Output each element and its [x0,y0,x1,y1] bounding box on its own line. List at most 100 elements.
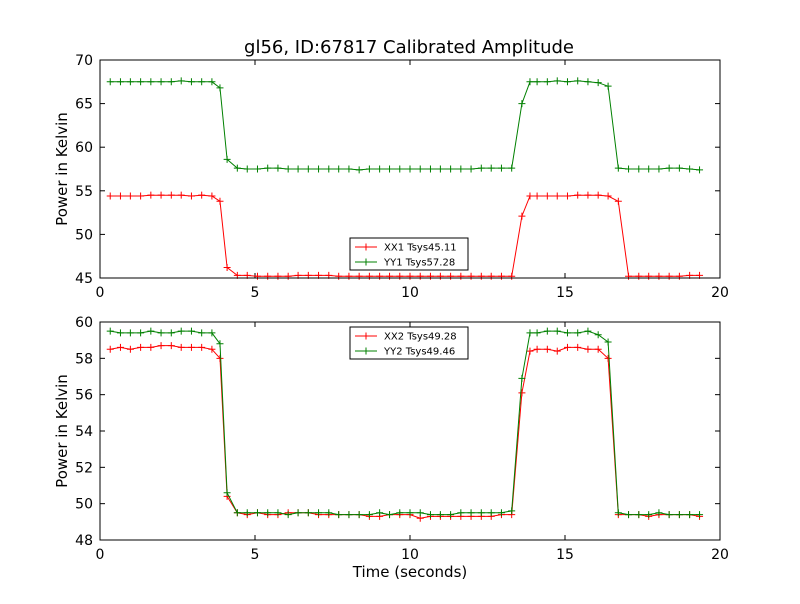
data-point [594,191,602,199]
data-point [157,329,165,337]
data-point [264,509,272,517]
data-point [147,327,155,335]
data-point [533,192,541,200]
data-point [355,511,363,519]
data-point [167,329,175,337]
data-point [126,345,134,353]
data-point [533,345,541,353]
legend: XX2 Tsys49.28 YY2 Tsys49.46 [349,326,469,360]
data-point [518,100,526,108]
data-point [467,272,475,280]
data-point [457,272,465,280]
data-point [594,331,602,339]
legend-label: XX1 Tsys45.11 [384,243,457,254]
data-point [584,345,592,353]
data-point [147,191,155,199]
data-point [274,272,282,280]
data-point [106,327,114,335]
data-point [147,343,155,351]
data-point [625,511,633,519]
data-point [696,166,704,174]
x-axis-label: Time (seconds) [352,563,468,581]
y-tick-label: 45 [75,271,93,287]
data-point [416,272,424,280]
data-point [177,327,185,335]
data-point [106,78,114,86]
plot-panel-1: 0 5 10 15 20 45 50 55 60 65 70 Power in Kelvin XX1 T… [53,53,729,301]
data-point [167,191,175,199]
data-point [497,272,505,280]
data-point [604,192,612,200]
data-point [216,197,224,205]
data-point [106,192,114,200]
data-point [223,489,231,497]
data-point [386,165,394,173]
data-point [686,165,694,173]
data-point [508,507,516,515]
y-tick-label: 54 [75,424,93,440]
data-point [574,343,582,351]
data-point [518,212,526,220]
data-point [335,165,343,173]
data-point [526,192,534,200]
legend-label: YY2 Tsys49.46 [383,347,455,358]
data-point [467,509,475,517]
data-point [137,343,145,351]
data-point [335,272,343,280]
data-point [665,164,673,172]
data-point [416,165,424,173]
data-point [447,511,455,519]
y-tick-label: 60 [75,315,93,331]
data-point [198,191,206,199]
data-point [198,78,206,86]
data-point [614,197,622,205]
chart-title: gl56, ID:67817 Calibrated Amplitude [244,37,574,58]
data-point [526,329,534,337]
data-point [325,165,333,173]
data-point [223,264,231,272]
data-point [426,272,434,280]
y-tick-label: 50 [75,227,93,243]
legend-marker [362,243,370,251]
data-point [294,509,302,517]
data-point [447,165,455,173]
data-point [436,165,444,173]
data-point [177,343,185,351]
data-point [106,345,114,353]
legend-marker [362,258,370,266]
data-point [187,192,195,200]
x-tick-label: 5 [251,285,260,301]
x-tick-label: 0 [96,547,105,563]
data-point [497,509,505,517]
data-point [563,343,571,351]
plot-panel-2: 0 5 10 15 20 48 50 52 54 56 58 60 Power in Kelvin Tim… [53,315,729,581]
y-tick-label: 60 [75,140,93,156]
data-point [553,327,561,335]
data-point [543,345,551,353]
data-point [116,78,124,86]
data-point [208,329,216,337]
data-point [518,389,526,397]
data-point [574,77,582,85]
data-point [284,272,292,280]
x-tick-label: 10 [401,285,419,301]
y-tick-label: 56 [75,388,93,404]
data-point [526,347,534,355]
data-point [396,509,404,517]
data-point [497,164,505,172]
data-point [116,192,124,200]
data-point [223,155,231,163]
data-point [157,191,165,199]
data-point [177,191,185,199]
data-point [284,165,292,173]
data-point [426,511,434,519]
data-point [696,511,704,519]
data-point [563,78,571,86]
data-point [126,192,134,200]
y-axis-label: Power in Kelvin [53,112,71,226]
y-tick-label: 55 [75,184,93,200]
data-point [253,165,261,173]
data-point [126,78,134,86]
data-point [655,165,663,173]
